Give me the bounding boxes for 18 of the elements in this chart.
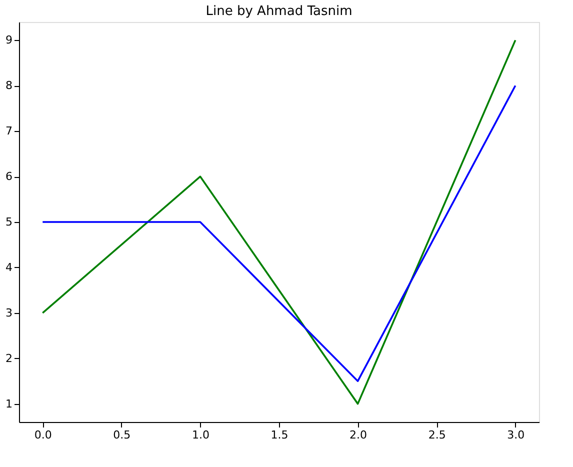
line-series (42, 39, 516, 405)
x-tick-label: 3.0 (507, 428, 525, 442)
x-tick-label: 1.0 (192, 428, 210, 442)
x-tick-label: 2.5 (428, 428, 446, 442)
y-tick-label: 9 (6, 34, 12, 47)
y-tick-label: 5 (6, 216, 12, 228)
x-tick-label: 1.5 (270, 428, 288, 442)
y-tick-label: 6 (6, 170, 12, 184)
y-tick-label: 4 (6, 260, 12, 274)
y-tick-label: 2 (6, 352, 12, 365)
y-tick-label: 1 (6, 397, 12, 410)
chart-title: Line by Ahmad Tasnim (206, 4, 352, 19)
x-tick-label: 2.0 (350, 428, 368, 442)
y-tick-label: 8 (6, 79, 12, 92)
x-tick-label: 0.0 (34, 428, 52, 442)
x-tick-label: 0.5 (113, 428, 131, 442)
y-tick-label: 3 (6, 306, 12, 320)
y-tick-label: 7 (6, 124, 12, 138)
